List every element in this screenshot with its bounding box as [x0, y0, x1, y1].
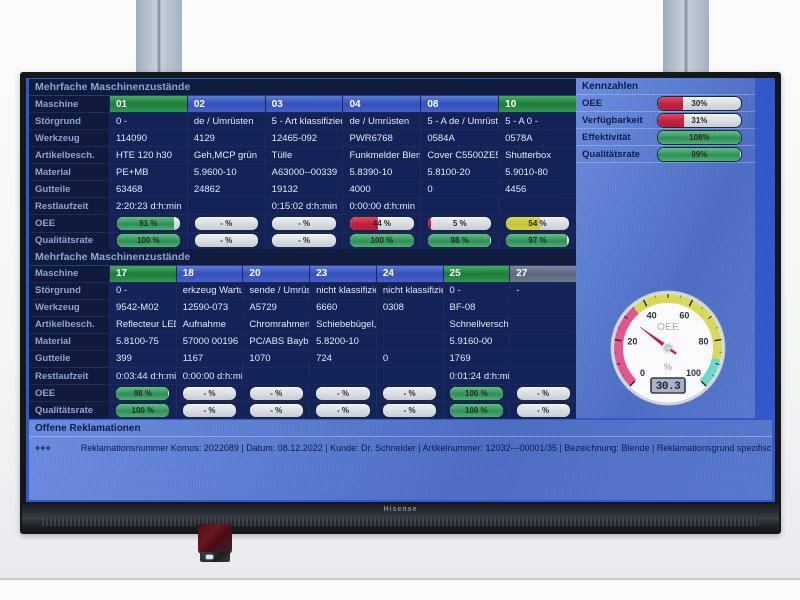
svg-text:60: 60 — [679, 310, 689, 320]
svg-text:30.3: 30.3 — [656, 381, 681, 393]
svg-text:%: % — [664, 362, 672, 372]
svg-text:80: 80 — [699, 337, 709, 347]
svg-text:OEE: OEE — [657, 321, 679, 333]
svg-text:20: 20 — [627, 337, 637, 347]
svg-text:40: 40 — [647, 310, 657, 320]
svg-text:100: 100 — [686, 368, 701, 378]
svg-text:0: 0 — [640, 368, 645, 378]
